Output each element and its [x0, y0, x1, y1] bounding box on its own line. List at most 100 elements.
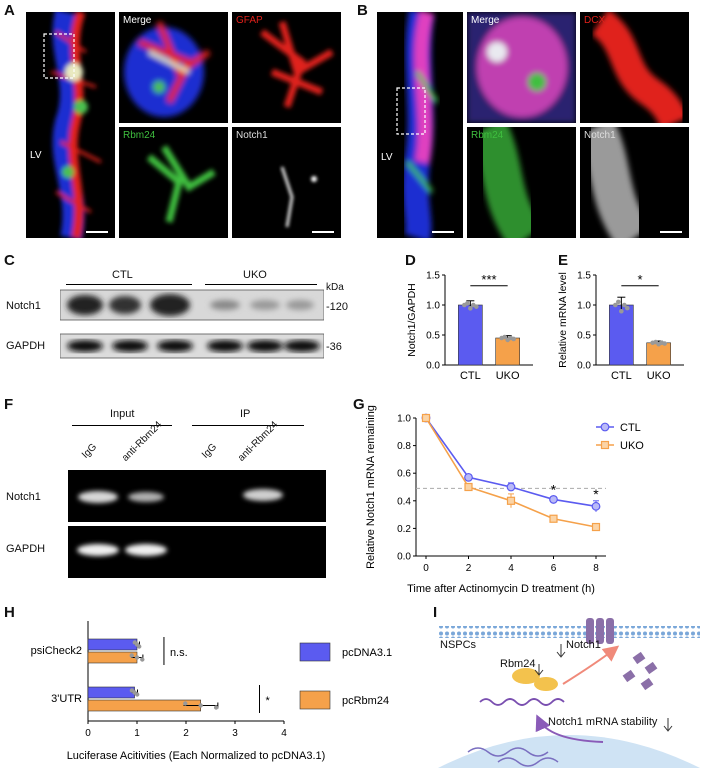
- legend-label-pcrbm24: pcRbm24: [342, 695, 389, 707]
- y-tick-label: 0.5: [577, 331, 591, 342]
- panel-label-a: A: [4, 2, 15, 19]
- data-point-ctl: [591, 501, 601, 511]
- data-point: [213, 705, 219, 710]
- bar-pcdna3.1: [87, 638, 138, 651]
- y-axis-label: Relative mRNA level: [557, 272, 569, 368]
- panel-label-e: E: [558, 252, 569, 269]
- y-tick-label: 1.0: [426, 301, 440, 312]
- channel-label-gfap: GFAP: [236, 15, 263, 26]
- data-point: [622, 302, 627, 308]
- y-tick-label: 0.4: [397, 496, 411, 507]
- data-point: [465, 301, 470, 306]
- bar-chart-d: 0.0 0.5 1.0 1.5 Notch1/GAPDH CTL UKO ***: [406, 271, 533, 382]
- micrograph-a-gfap: GFAP: [232, 12, 341, 123]
- data-point: [511, 336, 516, 342]
- data-point-uko: [591, 522, 601, 532]
- bar-pcrbm24: [87, 651, 138, 664]
- micrograph-a-notch1: Notch1: [232, 127, 341, 238]
- data-point: [619, 308, 624, 314]
- group-label-uko: UKO: [243, 269, 267, 281]
- mw-marker-120: -120: [326, 301, 349, 313]
- y-tick-label: 1.0: [577, 301, 591, 312]
- panel-label-g: G: [353, 396, 365, 413]
- x-tick-label: 1: [134, 728, 140, 739]
- bar-chart-h: 0 1 2 3 4 Luciferase Acitivities (Each Normal…: [31, 621, 392, 762]
- y-tick-label: 0.0: [577, 361, 591, 372]
- y-axis-label: Relative Notch1 mRNA remaining: [365, 405, 377, 569]
- micrograph-b-dcx: DCX: [580, 12, 689, 123]
- data-point: [198, 703, 203, 708]
- data-point: [468, 306, 473, 311]
- row-label-notch1-f: Notch1: [6, 491, 41, 503]
- bar-ctl: [609, 304, 634, 366]
- rip-gel-f: Input IP IgG anti-Rbm24 IgG anti-Rbm24 N…: [0, 398, 340, 598]
- x-tick-label: 8: [593, 563, 599, 574]
- significance-marker: *: [266, 695, 271, 707]
- data-point-ctl: [549, 495, 558, 504]
- panel-label-h: H: [4, 604, 15, 621]
- y-tick-label: 0.6: [397, 469, 411, 480]
- y-tick-label: 0.8: [397, 441, 411, 452]
- y-tick-label: 1.0: [397, 414, 411, 425]
- bar-chart-e: 0.0 0.5 1.0 1.5 Relative mRNA level CTL UKO *: [557, 271, 684, 382]
- line-chart-g: 0.0 0.2 0.4 0.6 0.8 1.0 0 2 4 6 8 Time after Actino…: [365, 405, 644, 595]
- y-tick-label: 1.5: [577, 271, 591, 282]
- input-label: Input: [110, 408, 135, 420]
- channel-label-notch1-b: Notch1: [584, 130, 616, 141]
- significance-marker: *: [637, 272, 642, 287]
- data-point: [662, 341, 667, 346]
- y-tick-label: 1.5: [426, 271, 440, 282]
- x-tick-label: CTL: [611, 370, 632, 382]
- legend-marker-ctl: [600, 422, 610, 432]
- scale-bar-b2: [660, 231, 682, 233]
- micrograph-b-rbm24: Rbm24: [467, 127, 576, 238]
- panel-label-f: F: [4, 396, 14, 413]
- model-schematic-i: NSPCs Notch1 Rbm24 Notch1 mRNA stability: [438, 612, 700, 768]
- x-tick-label: UKO: [496, 370, 520, 382]
- bar-ctl: [458, 304, 483, 366]
- y-tick-label: 0.5: [426, 331, 440, 342]
- series-line-ctl: [425, 417, 597, 508]
- data-point: [183, 701, 188, 706]
- channel-label-merge-a: Merge: [123, 15, 152, 26]
- category-label: psiCheck2: [31, 645, 82, 657]
- lane-label-igg-2: IgG: [200, 441, 220, 461]
- western-blot-c: CTL UKO kDa Notch1 GAPDH -120 -36: [0, 255, 400, 390]
- x-tick-label: 4: [281, 728, 287, 739]
- x-axis-label: Luciferase Acitivities (Each Normalized …: [67, 750, 326, 762]
- data-point: [134, 692, 140, 697]
- channel-label-dcx: DCX: [584, 15, 606, 26]
- notch1-label-i: Notch1: [566, 639, 601, 651]
- data-point: [616, 299, 621, 305]
- data-point-uko: [506, 496, 516, 505]
- data-point-uko: [421, 413, 431, 423]
- data-point: [625, 305, 630, 311]
- lane-label-anti-rbm24-1: anti-Rbm24: [120, 419, 165, 464]
- lane-label-anti-rbm24-2: anti-Rbm24: [236, 419, 281, 464]
- legend-label-uko: UKO: [620, 440, 644, 452]
- group-label-ctl: CTL: [112, 269, 133, 281]
- micrograph-a-overview: LV: [26, 12, 115, 238]
- group-line-ctl: [66, 284, 192, 285]
- lv-label-b: LV: [381, 152, 393, 163]
- x-tick-label: 2: [466, 563, 472, 574]
- x-tick-label: 0: [85, 728, 91, 739]
- data-point-ctl: [464, 472, 473, 482]
- micrograph-b-overview: LV: [377, 12, 463, 238]
- lane-label-igg-1: IgG: [80, 441, 100, 461]
- y-tick-label: 0.0: [426, 361, 440, 372]
- data-point: [129, 653, 134, 658]
- channel-label-rbm24-a: Rbm24: [123, 130, 156, 141]
- panel-label-b: B: [357, 2, 368, 19]
- y-tick-label: 0.2: [397, 524, 411, 535]
- mw-marker-36: -36: [326, 341, 342, 353]
- x-tick-label: 4: [508, 563, 514, 574]
- row-label-gapdh-c: GAPDH: [6, 340, 46, 352]
- stability-label-i: Notch1 mRNA stability: [548, 716, 658, 728]
- data-point: [140, 657, 145, 662]
- data-point: [474, 304, 479, 309]
- channel-label-merge-b: Merge: [471, 15, 500, 26]
- x-tick-label: 2: [183, 728, 189, 739]
- data-point: [502, 334, 507, 340]
- lv-label-a: LV: [30, 150, 42, 161]
